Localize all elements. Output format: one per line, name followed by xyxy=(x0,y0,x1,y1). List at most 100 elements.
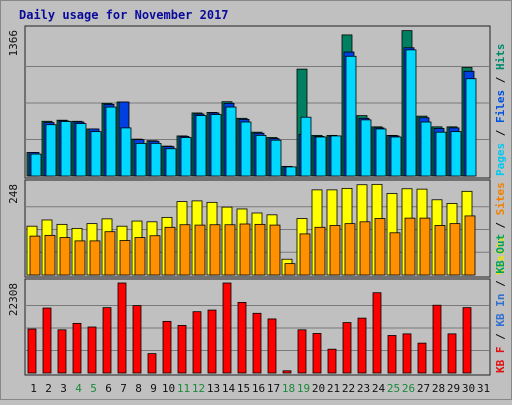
x-tick-label: 15 xyxy=(237,382,250,395)
x-tick-label: 1 xyxy=(30,382,37,395)
day-group xyxy=(176,201,191,276)
bar-sites xyxy=(344,223,356,276)
legend-label: Visits / Sites xyxy=(494,182,507,275)
day-group xyxy=(447,333,457,374)
day-group xyxy=(72,322,82,374)
bar-sites xyxy=(299,233,311,276)
day-group xyxy=(191,112,207,177)
day-group xyxy=(146,221,161,276)
day-group xyxy=(56,223,71,276)
bar-pages xyxy=(345,55,357,177)
bar-kb-f xyxy=(312,333,322,374)
x-axis: 1 2 3 4 5 6 7 8 9 10 11 12 13 14 15 16 17 18 19 20 21 22 23 24 2… xyxy=(30,382,490,395)
x-tick-label: 6 xyxy=(105,382,112,395)
day-group xyxy=(132,305,142,374)
panel-hits-files-pages: 1366 Pages / Files / Hits xyxy=(7,25,507,179)
bar-sites xyxy=(209,224,221,276)
bar-pages xyxy=(30,153,42,177)
day-group xyxy=(326,189,341,276)
bar-pages xyxy=(210,114,222,177)
x-tick-label: 17 xyxy=(267,382,280,395)
day-group xyxy=(71,227,86,276)
bar-pages xyxy=(330,135,342,177)
bar-kb-f xyxy=(387,335,397,374)
bar-kb-f xyxy=(57,329,67,374)
bar-pages xyxy=(240,121,252,177)
bar-kb-f xyxy=(117,282,127,374)
day-group xyxy=(221,101,237,177)
bar-pages xyxy=(90,131,102,177)
day-group xyxy=(416,188,431,276)
bar-sites xyxy=(149,235,161,276)
bar-pages xyxy=(435,131,447,177)
day-group xyxy=(102,307,112,374)
chart-title: Daily usage for November 2017 xyxy=(19,8,229,22)
day-group xyxy=(461,190,476,276)
day-group xyxy=(266,137,282,177)
day-group xyxy=(372,292,382,374)
bar-kb-f xyxy=(222,282,232,374)
day-group xyxy=(236,208,251,276)
legend-part: KB Out xyxy=(494,234,507,274)
day-group xyxy=(311,134,327,177)
x-tick-label: 27 xyxy=(417,382,430,395)
bar-pages xyxy=(165,148,177,177)
day-group xyxy=(326,134,342,177)
legend-part: / xyxy=(494,327,507,347)
legend-part: Pages xyxy=(494,143,507,176)
day-group xyxy=(417,342,427,374)
bar-pages xyxy=(285,166,297,177)
x-tick-label: 9 xyxy=(150,382,157,395)
bar-kb-f xyxy=(462,307,472,374)
day-group xyxy=(57,329,67,374)
day-group xyxy=(462,307,472,374)
day-group xyxy=(401,188,416,276)
day-group xyxy=(371,126,387,177)
bar-sites xyxy=(194,224,206,276)
day-group xyxy=(386,193,401,276)
day-group xyxy=(236,117,252,177)
day-group xyxy=(221,206,236,276)
bar-sites xyxy=(284,263,296,276)
bar-pages xyxy=(255,134,267,177)
bar-sites xyxy=(224,224,236,276)
day-group xyxy=(357,317,367,374)
bar-pages xyxy=(75,123,87,177)
bar-pages xyxy=(390,136,402,177)
bar-kb-f xyxy=(342,322,352,374)
bar-pages xyxy=(450,131,462,177)
bar-sites xyxy=(104,231,116,276)
legend-part: Files xyxy=(494,90,507,123)
bar-pages xyxy=(405,49,417,177)
day-group xyxy=(86,128,102,177)
bar-sites xyxy=(134,237,146,276)
bar-pages xyxy=(270,139,282,177)
legend-part: / xyxy=(494,215,507,235)
bar-pages xyxy=(135,143,147,177)
bar-sites xyxy=(314,226,326,276)
x-tick-label: 11 xyxy=(177,382,190,395)
bar-kb-f xyxy=(162,320,172,374)
bar-sites xyxy=(89,240,101,276)
day-group xyxy=(342,322,352,374)
x-tick-label: 21 xyxy=(327,382,340,395)
bar-sites xyxy=(329,225,341,276)
day-group xyxy=(341,34,357,177)
legend-label: KB F / KB In / KB Out xyxy=(494,234,507,373)
day-group xyxy=(461,67,477,177)
bar-kb-f xyxy=(72,322,82,374)
bar-kb-f xyxy=(432,304,442,374)
day-group xyxy=(446,203,461,276)
bar-kb-f xyxy=(207,309,217,374)
day-group xyxy=(237,301,247,374)
day-group xyxy=(206,201,221,276)
day-group xyxy=(191,200,206,276)
bar-kb-f xyxy=(132,305,142,374)
bar-sites xyxy=(419,217,431,276)
day-group xyxy=(387,335,397,374)
day-group xyxy=(42,307,52,374)
x-tick-label: 26 xyxy=(402,382,415,395)
day-group xyxy=(41,120,57,177)
day-group xyxy=(116,101,132,177)
